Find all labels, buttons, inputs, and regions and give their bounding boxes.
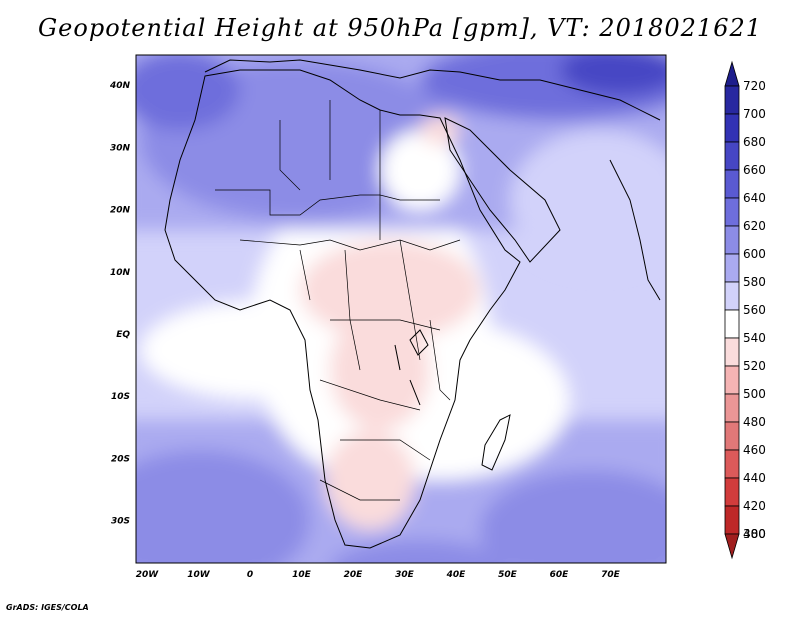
colorbar-label: 420 bbox=[743, 499, 766, 513]
lat-label: 10N bbox=[110, 268, 131, 278]
lat-label: 10S bbox=[111, 392, 130, 402]
colorbar-swatch bbox=[724, 281, 740, 311]
latitude-labels: 40N 30N 20N 10N EQ 10S 20S 30S bbox=[109, 81, 131, 526]
lon-label: 20W bbox=[136, 570, 160, 580]
colorbar-label: 580 bbox=[743, 275, 766, 289]
lon-label: 20E bbox=[344, 570, 364, 580]
colorbar-label: 720 bbox=[743, 79, 766, 93]
lat-label: 20N bbox=[110, 206, 131, 216]
colorbar-label: 640 bbox=[743, 191, 766, 205]
colorbar-swatch bbox=[724, 505, 740, 535]
colorbar-label: 600 bbox=[743, 247, 766, 261]
colorbar-swatch bbox=[724, 393, 740, 423]
colorbar-swatch bbox=[724, 169, 740, 199]
colorbar-swatch bbox=[724, 141, 740, 171]
colorbar-label: 380 bbox=[743, 527, 766, 541]
colorbar-swatch bbox=[724, 197, 740, 227]
colorbar-swatch bbox=[724, 85, 740, 115]
map-title: Geopotential Height at 950hPa [gpm], VT:… bbox=[38, 14, 762, 42]
colorbar-label: 520 bbox=[743, 359, 766, 373]
map-frame bbox=[135, 54, 667, 564]
lon-label: 10E bbox=[292, 570, 312, 580]
colorbar-label: 560 bbox=[743, 303, 766, 317]
colorbar-label: 660 bbox=[743, 163, 766, 177]
india-coastline bbox=[609, 159, 661, 301]
colorbar-swatch bbox=[724, 253, 740, 283]
colorbar-swatch bbox=[724, 365, 740, 395]
colorbar-top-arrow bbox=[724, 60, 740, 87]
colorbar-swatch bbox=[724, 421, 740, 451]
country-borders bbox=[215, 100, 461, 501]
lon-label: 70E bbox=[601, 570, 621, 580]
colorbar-swatch bbox=[724, 337, 740, 367]
colorbar-label: 700 bbox=[743, 107, 766, 121]
height-field bbox=[136, 55, 666, 563]
colorbar-swatch bbox=[724, 113, 740, 143]
coastlines bbox=[164, 59, 661, 549]
colorbar-swatch bbox=[724, 309, 740, 339]
lakes bbox=[394, 329, 429, 406]
eurasia-coastline bbox=[204, 59, 661, 121]
lon-label: 10W bbox=[187, 570, 211, 580]
lat-label: 20S bbox=[111, 454, 130, 464]
lat-label: EQ bbox=[116, 330, 130, 340]
lat-label: 30S bbox=[111, 517, 130, 527]
colorbar-label: 540 bbox=[743, 331, 766, 345]
colorbar-label: 440 bbox=[743, 471, 766, 485]
colorbar-swatch bbox=[724, 449, 740, 479]
colorbar-swatch bbox=[724, 477, 740, 507]
colorbar-bottom-arrow bbox=[724, 533, 740, 560]
longitude-labels: 20W 10W 0 10E 20E 30E 40E 50E 60E 70E bbox=[136, 570, 621, 580]
lon-label: 0 bbox=[247, 570, 253, 580]
colorbar-label: 400 bbox=[743, 527, 766, 541]
madagascar-coastline bbox=[481, 414, 511, 471]
colorbar-swatch bbox=[724, 225, 740, 255]
lon-label: 40E bbox=[446, 570, 467, 580]
credit-text: GrADS: IGES/COLA bbox=[6, 603, 89, 612]
lon-label: 30E bbox=[395, 570, 415, 580]
lat-label: 30N bbox=[110, 143, 131, 153]
colorbar-label: 620 bbox=[743, 219, 766, 233]
africa-coastline bbox=[164, 69, 521, 549]
lon-label: 60E bbox=[550, 570, 570, 580]
lat-label: 40N bbox=[109, 81, 131, 91]
arabia-coastline bbox=[444, 117, 561, 263]
lon-label: 50E bbox=[498, 570, 518, 580]
colorbar-label: 460 bbox=[743, 443, 766, 457]
colorbar-label: 500 bbox=[743, 387, 766, 401]
colorbar-label: 480 bbox=[743, 415, 766, 429]
colorbar: 720 700 680 660 640 620 600 580 560 540 520 500 480 4… bbox=[724, 60, 766, 560]
colorbar-label: 680 bbox=[743, 135, 766, 149]
